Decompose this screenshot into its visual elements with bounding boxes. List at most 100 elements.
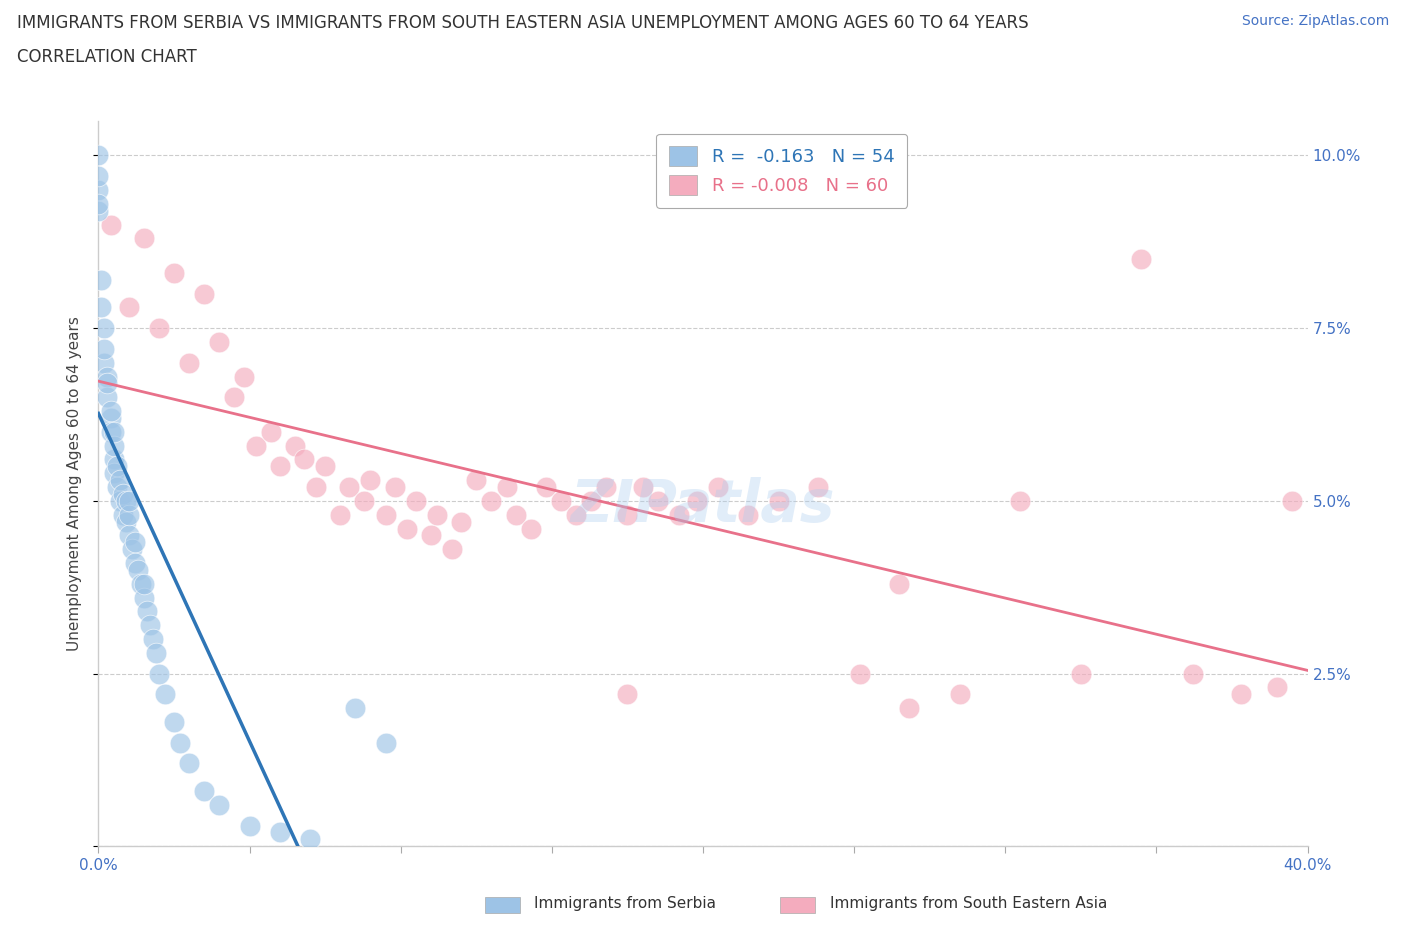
Point [118, 494, 141, 509]
Point [93, 341, 115, 356]
Point [208, 335, 231, 350]
Point [849, 666, 872, 681]
Point [284, 438, 307, 453]
Point [631, 480, 654, 495]
Point [87, 148, 110, 163]
Point [1281, 494, 1303, 509]
Point [90, 300, 112, 315]
Point [111, 507, 134, 522]
Point [534, 480, 557, 495]
Point [239, 818, 262, 833]
Point [87, 168, 110, 183]
Point [108, 494, 131, 509]
Point [1010, 494, 1032, 509]
Text: Immigrants from South Eastern Asia: Immigrants from South Eastern Asia [830, 897, 1107, 911]
Point [100, 410, 122, 425]
Text: CORRELATION CHART: CORRELATION CHART [17, 48, 197, 66]
Point [565, 507, 588, 522]
Point [949, 687, 972, 702]
Point [103, 466, 125, 481]
Point [465, 472, 488, 487]
Point [329, 507, 352, 522]
Point [889, 577, 911, 591]
Point [132, 591, 155, 605]
Point [127, 563, 149, 578]
Point [135, 604, 157, 618]
Point [103, 452, 125, 467]
Point [208, 797, 231, 812]
Point [595, 480, 617, 495]
Legend: R =  -0.163   N = 54, R = -0.008   N = 60: R = -0.163 N = 54, R = -0.008 N = 60 [657, 134, 907, 207]
Point [519, 521, 541, 536]
Point [100, 217, 122, 232]
Point [105, 458, 128, 473]
Point [179, 756, 201, 771]
Point [292, 452, 315, 467]
Point [93, 355, 115, 370]
Text: Source: ZipAtlas.com: Source: ZipAtlas.com [1241, 14, 1389, 28]
Point [360, 472, 382, 487]
Point [96, 376, 118, 391]
Point [118, 507, 141, 522]
Point [616, 687, 638, 702]
Point [153, 687, 176, 702]
Point [224, 390, 246, 405]
Point [374, 736, 396, 751]
Point [100, 404, 122, 418]
Point [103, 438, 125, 453]
Point [163, 265, 186, 280]
Y-axis label: Unemployment Among Ages 60 to 64 years: Unemployment Among Ages 60 to 64 years [67, 316, 83, 651]
Point [344, 700, 367, 715]
Point [374, 507, 396, 522]
Text: IMMIGRANTS FROM SERBIA VS IMMIGRANTS FROM SOUTH EASTERN ASIA UNEMPLOYMENT AMONG : IMMIGRANTS FROM SERBIA VS IMMIGRANTS FRO… [17, 14, 1029, 32]
Point [337, 480, 360, 495]
Point [384, 480, 406, 495]
Point [668, 507, 690, 522]
Point [87, 182, 110, 197]
Point [148, 666, 170, 681]
Point [579, 494, 602, 509]
Point [118, 300, 141, 315]
Point [550, 494, 572, 509]
Point [142, 631, 165, 646]
Point [768, 494, 790, 509]
Point [426, 507, 449, 522]
Point [1181, 666, 1204, 681]
Text: ZIPatlas: ZIPatlas [571, 477, 835, 534]
Point [87, 204, 110, 219]
Point [686, 494, 709, 509]
Point [897, 700, 920, 715]
Point [647, 494, 669, 509]
Point [132, 231, 155, 246]
Point [129, 577, 152, 591]
Point [124, 555, 146, 570]
Point [114, 514, 136, 529]
Point [299, 832, 322, 847]
Point [305, 480, 328, 495]
Point [132, 577, 155, 591]
Point [111, 486, 134, 501]
Point [420, 528, 443, 543]
Point [124, 535, 146, 550]
Point [495, 480, 517, 495]
Point [87, 196, 110, 211]
Point [314, 458, 336, 473]
Point [193, 286, 215, 301]
Text: Immigrants from Serbia: Immigrants from Serbia [534, 897, 716, 911]
Point [100, 424, 122, 439]
Point [405, 494, 427, 509]
Point [163, 714, 186, 729]
Point [90, 272, 112, 287]
Point [105, 480, 128, 495]
Point [353, 494, 375, 509]
Point [616, 507, 638, 522]
Point [169, 736, 191, 751]
Point [114, 494, 136, 509]
Point [1230, 687, 1253, 702]
Point [96, 369, 118, 384]
Point [269, 825, 291, 840]
Point [232, 369, 254, 384]
Point [96, 390, 118, 405]
Point [1070, 666, 1092, 681]
Point [450, 514, 472, 529]
